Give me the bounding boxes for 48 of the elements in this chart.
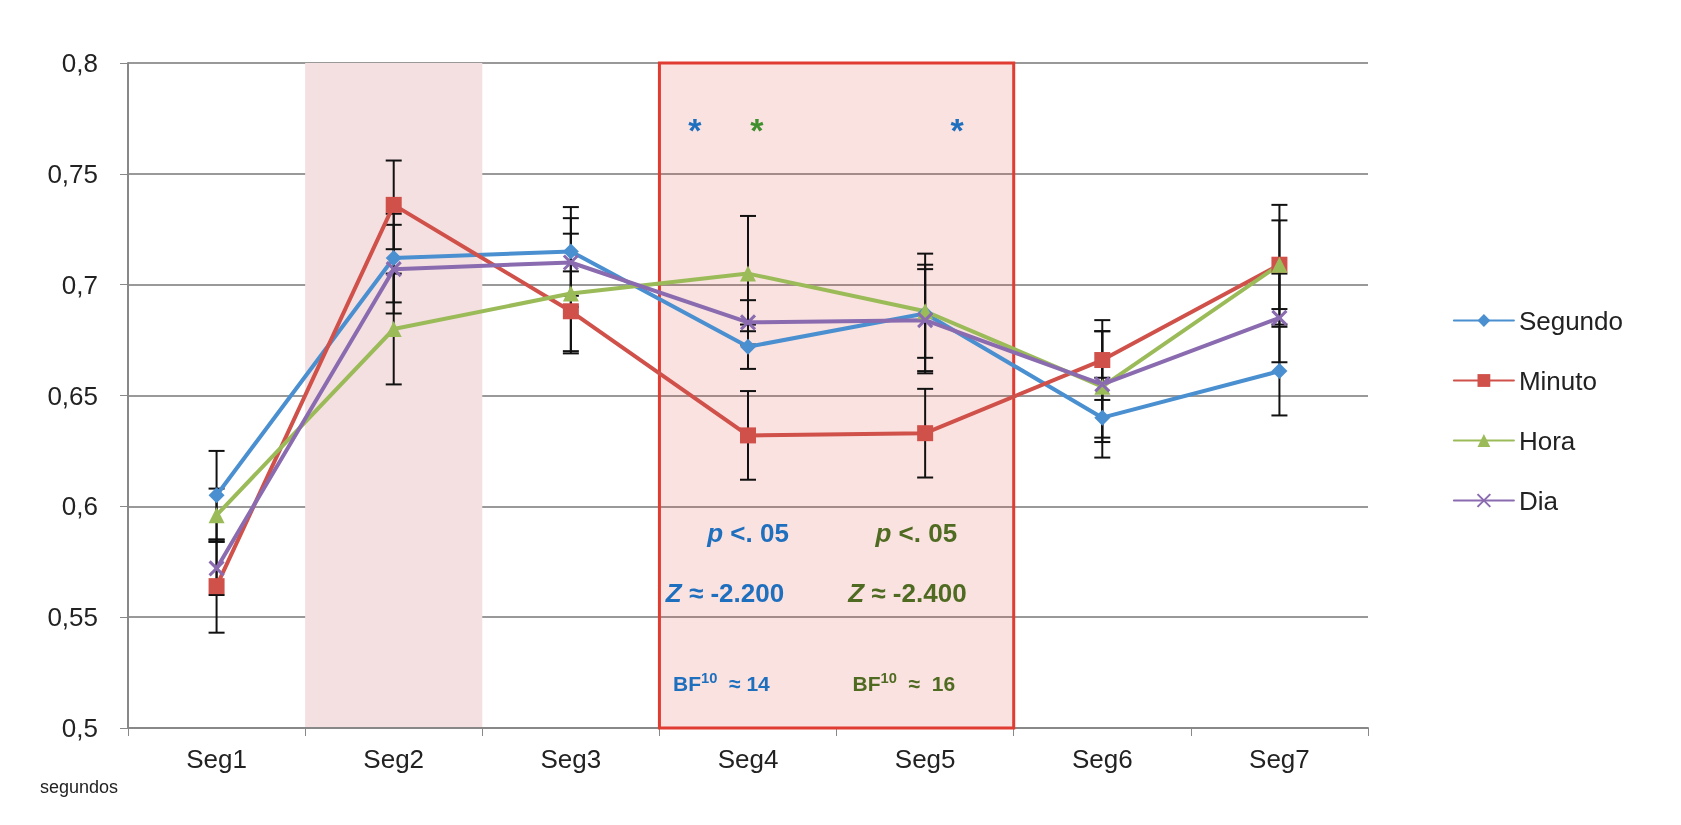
point <box>1094 409 1111 426</box>
legend-label: Segundo <box>1518 305 1624 336</box>
point <box>208 487 225 504</box>
y-tick-label: 0,7 <box>61 269 98 300</box>
y-tick-label: 0,6 <box>61 491 98 522</box>
annotation: Z ≈ -2.200 <box>664 577 785 608</box>
point <box>740 265 756 282</box>
y-tick-label: 0,65 <box>47 380 98 411</box>
x-tick-label: Seg5 <box>894 744 956 774</box>
annotation: p <. 05 <box>706 517 789 548</box>
annotation: * <box>750 110 765 149</box>
point <box>208 507 225 524</box>
annotation: * <box>688 110 703 149</box>
legend-label: Minuto <box>1518 365 1597 396</box>
legend-label: Hora <box>1518 425 1576 456</box>
point <box>1094 352 1111 369</box>
point <box>740 338 756 355</box>
point <box>385 321 402 337</box>
legend-label: Dia <box>1518 485 1559 516</box>
point <box>385 250 402 267</box>
x-axis-title: segundos <box>39 777 118 797</box>
x-tick-label: Seg4 <box>717 744 779 774</box>
y-tick-label: 0,8 <box>61 48 98 78</box>
point <box>916 311 934 329</box>
point <box>1270 309 1288 327</box>
annotation: p <. 05 <box>874 517 958 548</box>
point <box>208 578 225 595</box>
y-tick-label: 0,55 <box>47 602 98 633</box>
x-tick-label: Seg3 <box>540 744 602 774</box>
point <box>562 243 579 260</box>
point <box>562 303 579 320</box>
point <box>739 313 757 331</box>
annotation: Z ≈ -2.400 <box>847 577 967 608</box>
point <box>385 260 403 278</box>
x-tick-label: Seg6 <box>1071 744 1133 774</box>
point <box>562 285 579 302</box>
point <box>740 427 756 444</box>
point <box>208 559 226 577</box>
x-tick-label: Seg2 <box>363 744 425 774</box>
x-tick-label: Seg1 <box>186 744 247 774</box>
annotation: * <box>950 110 965 149</box>
y-tick-label: 0,75 <box>47 158 98 189</box>
point <box>385 196 402 213</box>
point <box>1271 363 1288 380</box>
point <box>917 425 934 442</box>
point <box>562 254 580 271</box>
y-tick-label: 0,5 <box>61 713 98 743</box>
x-tick-label: Seg7 <box>1249 744 1310 774</box>
